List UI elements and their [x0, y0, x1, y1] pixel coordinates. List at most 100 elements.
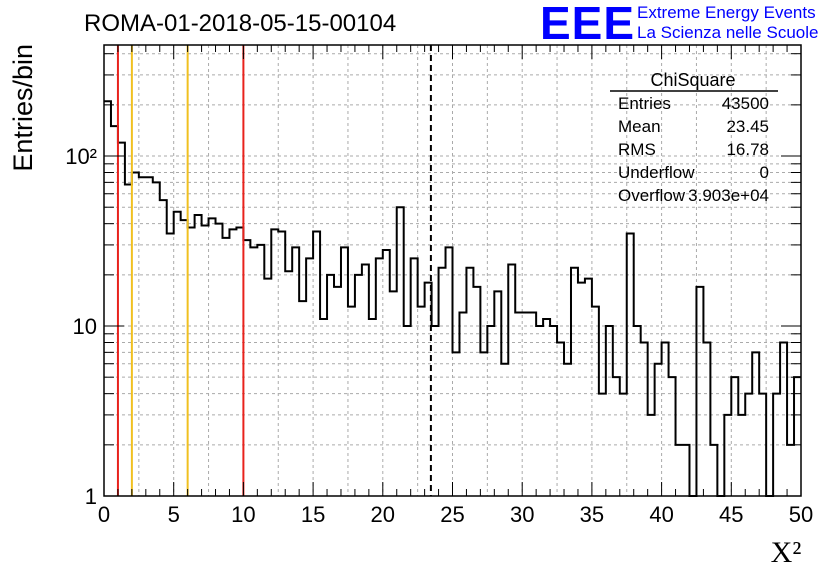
histogram-bin	[578, 283, 585, 496]
histogram-bin	[627, 234, 634, 496]
stats-row-value: 16.78	[726, 140, 769, 159]
y-tick-label: 1	[85, 484, 97, 509]
stats-row-label: RMS	[618, 140, 656, 159]
histogram-bin	[118, 143, 125, 496]
histogram-bin	[585, 279, 592, 496]
histogram-bin	[376, 258, 383, 496]
histogram-bin	[703, 342, 710, 496]
histogram-bin	[390, 291, 397, 496]
histogram-bin	[383, 250, 390, 496]
histogram-bin	[641, 342, 648, 496]
histogram-bin	[104, 101, 111, 496]
histogram-bin	[515, 313, 522, 496]
histogram-bin	[529, 313, 536, 496]
histogram-bin	[432, 326, 439, 496]
stats-row-label: Underflow	[618, 163, 695, 182]
histogram-bin	[439, 268, 446, 496]
histogram-bin	[327, 275, 334, 496]
stats-row-label: Entries	[618, 94, 671, 113]
histogram-bin	[222, 238, 229, 496]
stats-row-value: 0	[760, 163, 769, 182]
histogram-bin	[759, 394, 766, 496]
histogram-bin	[669, 377, 676, 496]
x-tick-label: 30	[510, 502, 534, 527]
histogram-bars	[104, 100, 801, 497]
logo-subtitle-line2: La Scienza nelle Scuole	[637, 23, 819, 42]
histogram-bin	[132, 173, 139, 496]
x-tick-label: 50	[789, 502, 813, 527]
histogram-bin	[306, 258, 313, 496]
histogram-bin	[731, 377, 738, 496]
histogram-bin	[780, 342, 787, 496]
histogram-bin	[334, 287, 341, 496]
histogram-bin	[710, 445, 717, 496]
histogram-bin	[160, 200, 167, 496]
histogram-bin	[466, 268, 473, 496]
cut-lines	[116, 45, 432, 496]
histogram-bin	[216, 224, 223, 496]
histogram-bin	[257, 245, 264, 496]
histogram-bin	[501, 364, 508, 496]
x-tick-label: 25	[440, 502, 464, 527]
histogram-bin	[557, 342, 564, 496]
histogram-bin	[153, 182, 160, 496]
histogram-bin	[418, 307, 425, 496]
histogram-bin	[648, 415, 655, 496]
histogram-bin	[209, 218, 216, 496]
histogram-bin	[125, 185, 132, 496]
histogram-bin	[285, 271, 292, 496]
eee-logo: EEE	[540, 0, 636, 49]
x-tick-label: 45	[719, 502, 743, 527]
histogram-bin	[794, 377, 801, 496]
axes	[103, 44, 802, 497]
histogram-bin	[473, 287, 480, 496]
histogram-bin	[320, 319, 327, 496]
histogram-bin	[787, 445, 794, 496]
histogram-bin	[752, 352, 759, 496]
histogram-bin	[738, 415, 745, 496]
histogram-bin	[453, 352, 460, 496]
histogram-bin	[494, 291, 501, 496]
histogram-bin	[411, 258, 418, 496]
stats-row-label: Overflow	[618, 186, 686, 205]
x-tick-label: 20	[371, 502, 395, 527]
histogram-bin	[362, 265, 369, 496]
histogram-bin	[446, 247, 453, 496]
histogram-bin	[404, 326, 411, 496]
stats-row-value: 43500	[722, 94, 769, 113]
histogram-bin	[188, 227, 195, 496]
histogram-bin	[229, 229, 236, 496]
stats-row-value: 23.45	[726, 117, 769, 136]
x-tick-label: 35	[580, 502, 604, 527]
histogram-bin	[508, 265, 515, 496]
histogram-bin	[236, 227, 243, 496]
histogram-bin	[348, 307, 355, 496]
x-tick-label: 15	[301, 502, 325, 527]
x-tick-label: 10	[231, 502, 255, 527]
histogram-bin	[271, 229, 278, 496]
histogram-bin	[369, 319, 376, 496]
histogram-bin	[592, 307, 599, 496]
plot-title: ROMA-01-2018-05-15-00104	[84, 10, 397, 37]
histogram-bin	[355, 275, 362, 496]
histogram-bin	[620, 394, 627, 496]
histogram-bin	[341, 247, 348, 496]
histogram-bin	[146, 177, 153, 496]
histogram-bin	[522, 313, 529, 496]
histogram-bin	[543, 319, 550, 496]
histogram-bin	[397, 207, 404, 496]
x-tick-label: 40	[649, 502, 673, 527]
x-tick-labels: 0 5 10 15 20 25 30 35 40 45 50	[98, 502, 813, 527]
histogram-bin	[683, 445, 690, 496]
histogram-bin	[299, 301, 306, 496]
histogram-bin	[111, 126, 118, 496]
histogram-bin	[676, 445, 683, 496]
histogram-bin	[571, 268, 578, 496]
histogram-bin	[745, 394, 752, 496]
histogram-bin	[662, 342, 669, 496]
histogram-bin	[599, 394, 606, 496]
histogram-bin	[167, 234, 174, 496]
histogram-bin	[606, 326, 613, 496]
histogram-bin	[459, 313, 466, 496]
